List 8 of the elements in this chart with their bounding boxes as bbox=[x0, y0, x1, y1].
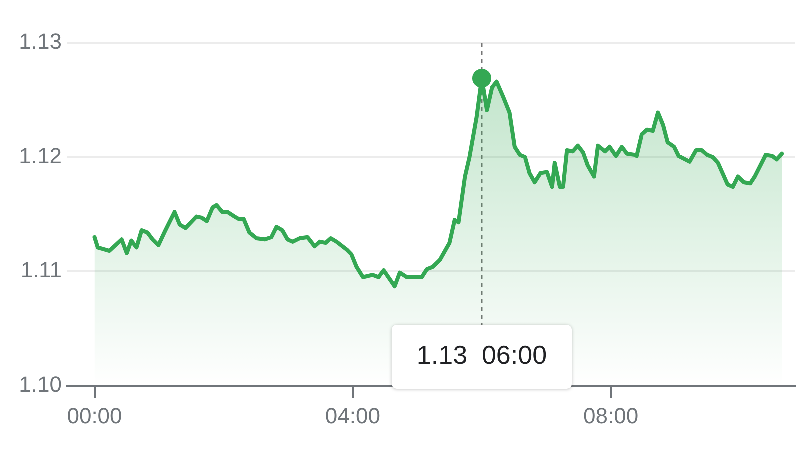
x-tick-label: 04:00 bbox=[325, 403, 380, 428]
y-tick-label: 1.10 bbox=[19, 372, 62, 398]
x-tick-label: 08:00 bbox=[584, 403, 639, 428]
y-tick-label: 1.12 bbox=[19, 143, 62, 168]
y-tick-label: 1.13 bbox=[19, 29, 62, 54]
x-tick-label: 00:00 bbox=[67, 403, 122, 428]
y-tick-label: 1.11 bbox=[20, 258, 62, 283]
annotation: 1.13 06:00 bbox=[416, 340, 548, 370]
